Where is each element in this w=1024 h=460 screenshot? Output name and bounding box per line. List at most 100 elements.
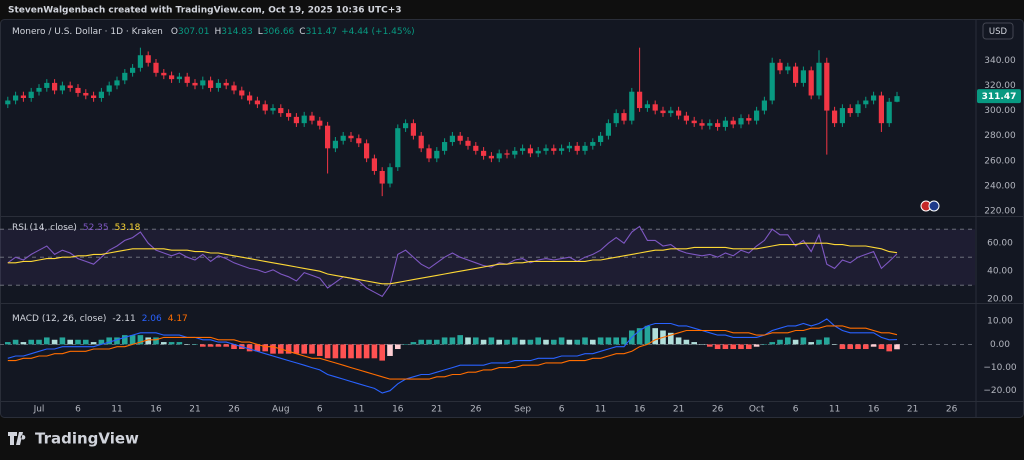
histogram-bar — [184, 344, 190, 345]
candle-body — [184, 76, 190, 83]
histogram-bar — [379, 344, 385, 361]
histogram-bar — [371, 344, 378, 359]
histogram-bar — [426, 339, 432, 345]
histogram-bar — [831, 344, 838, 345]
histogram-bar — [644, 325, 651, 345]
histogram-bar — [59, 337, 66, 345]
y-tick-label: 0.00 — [990, 340, 1010, 350]
histogram-bar — [254, 344, 261, 352]
candle-body — [769, 62, 775, 101]
histogram-bar — [512, 337, 518, 345]
histogram-bar — [792, 339, 799, 345]
candle-body — [215, 82, 221, 88]
candle-body — [262, 104, 268, 111]
histogram-bar — [387, 344, 393, 356]
histogram-bar — [36, 339, 42, 345]
histogram-bar — [847, 344, 853, 350]
y-tick-label: −20.00 — [983, 386, 1017, 396]
histogram-bar — [98, 339, 105, 345]
candle-body — [668, 110, 674, 114]
legend-title: RSI (14, close) — [12, 223, 77, 233]
histogram-bar — [340, 344, 346, 359]
candle-body — [286, 113, 292, 117]
x-tick-label: 6 — [793, 405, 799, 415]
brand-logo — [8, 432, 26, 445]
x-tick-label: 26 — [470, 405, 482, 415]
x-tick-label: Aug — [272, 405, 290, 415]
candle-body — [504, 153, 510, 155]
histogram-bar — [465, 337, 471, 345]
histogram-bar — [348, 344, 354, 359]
currency-button-frame[interactable] — [982, 22, 1014, 40]
histogram-bar — [262, 344, 268, 352]
candle-body — [691, 120, 697, 124]
histogram-bar — [566, 339, 573, 345]
candle-body — [855, 104, 861, 114]
candle-body — [137, 55, 143, 68]
candle-body — [28, 91, 34, 98]
legend-value: 314.83 — [221, 27, 253, 37]
currency-button-label[interactable]: USD — [989, 27, 1008, 37]
macd-line — [7, 325, 898, 380]
candle-body — [715, 123, 721, 127]
candle-body — [839, 108, 845, 124]
y-tick-label: 220.00 — [984, 207, 1016, 217]
legend-change: +4.44 (+1.45%) — [341, 27, 415, 37]
candle-body — [239, 90, 245, 96]
histogram-bar — [769, 342, 775, 345]
histogram-bar — [44, 337, 50, 345]
histogram-bar — [418, 339, 424, 345]
candle-body — [808, 70, 814, 96]
candle-body — [20, 95, 26, 98]
candle-body — [644, 104, 650, 109]
candle-body — [598, 135, 604, 143]
histogram-bar — [122, 335, 128, 345]
legend-key: L — [258, 27, 263, 37]
histogram-bar — [356, 344, 362, 359]
histogram-bar — [816, 339, 822, 345]
candle-body — [699, 123, 705, 126]
histogram-bar — [200, 344, 206, 347]
x-tick-label: 21 — [907, 405, 918, 415]
candle-body — [730, 120, 736, 125]
histogram-bar — [473, 337, 479, 345]
candle-body — [208, 80, 214, 88]
histogram-bar — [636, 328, 643, 345]
candle-body — [356, 138, 362, 144]
histogram-bar — [480, 339, 487, 345]
candle-body — [871, 95, 877, 101]
histogram-bar — [137, 335, 144, 345]
histogram-bar — [761, 344, 768, 345]
candle-body — [746, 118, 752, 121]
histogram-bar — [402, 344, 409, 345]
histogram-bar — [176, 342, 183, 345]
histogram-bar — [675, 337, 682, 345]
y-tick-label: 320.00 — [984, 81, 1016, 91]
candle-body — [566, 145, 572, 149]
histogram-bar — [410, 342, 417, 345]
histogram-bar — [441, 337, 448, 345]
legend-title: MACD (12, 26, close) — [12, 314, 106, 324]
candles — [5, 47, 900, 197]
legend-value: 311.47 — [306, 27, 338, 37]
candle-body — [122, 72, 128, 81]
x-tick-label: 11 — [353, 405, 364, 415]
x-tick-label: Oct — [749, 405, 765, 415]
histogram-bar — [863, 344, 869, 350]
histogram-bar — [668, 332, 674, 345]
candle-body — [613, 113, 619, 124]
candle-body — [309, 115, 315, 121]
brand-name: TradingView — [35, 430, 139, 448]
legend-key: O — [171, 27, 178, 37]
histogram-bar — [285, 344, 292, 354]
histogram-bar — [527, 339, 534, 345]
candle-body — [816, 62, 822, 96]
currency-button[interactable]: USD — [982, 22, 1014, 40]
candle-body — [605, 123, 611, 136]
legend-value: 53.18 — [115, 223, 141, 233]
x-tick-label: 16 — [634, 405, 646, 415]
histogram-bar — [613, 337, 619, 345]
y-tick-label: 280.00 — [984, 131, 1016, 141]
histogram-bar — [855, 344, 861, 350]
